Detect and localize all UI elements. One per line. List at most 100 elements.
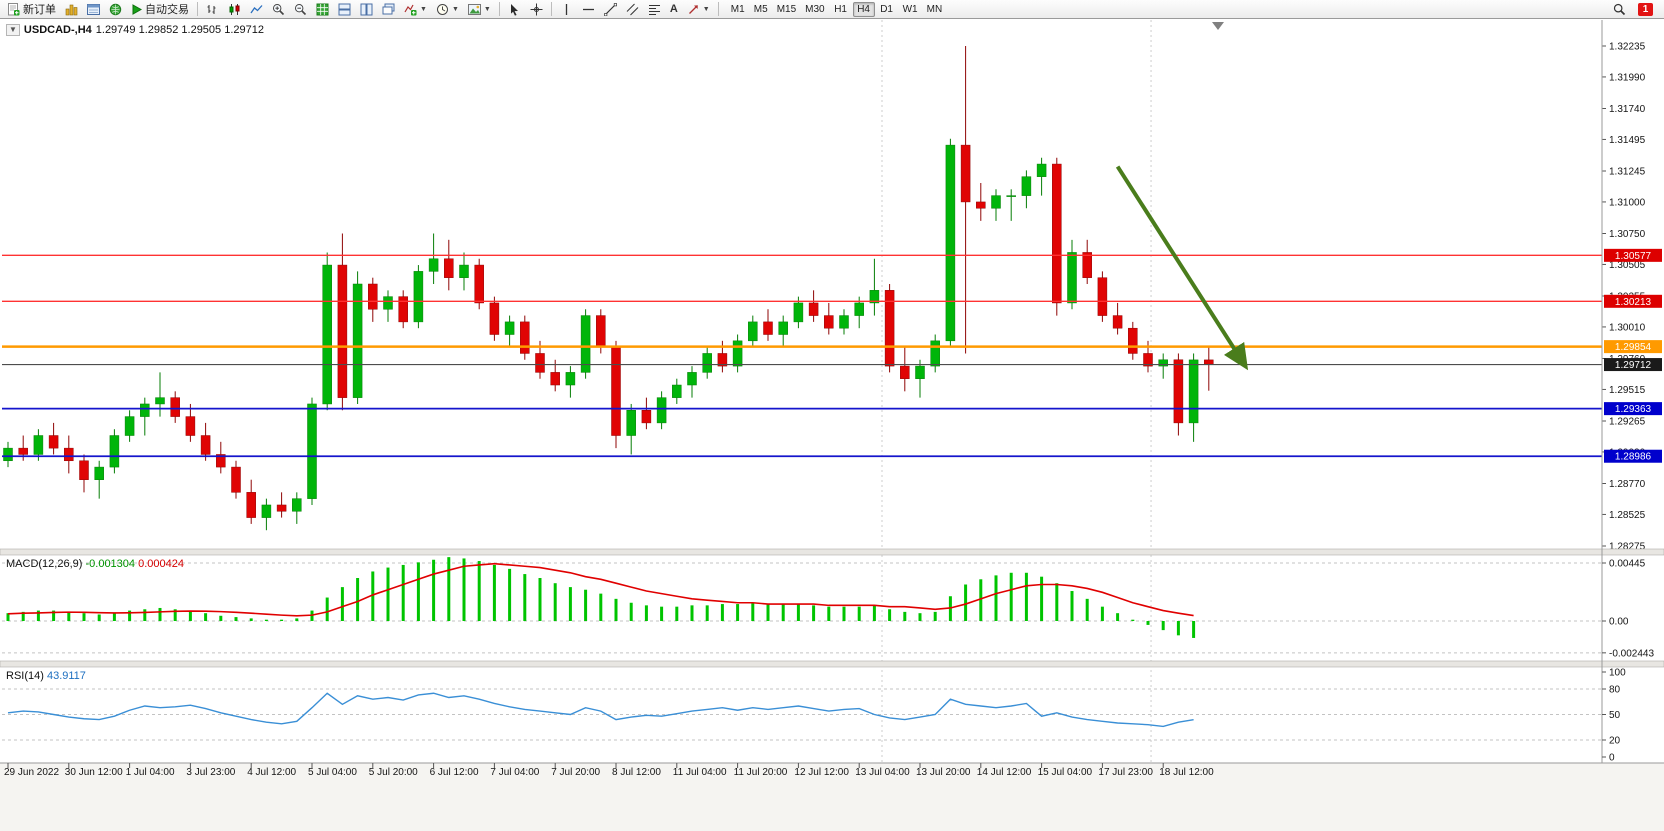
- candle-body[interactable]: [960, 144, 971, 203]
- trendline-button[interactable]: [600, 1, 621, 18]
- candle-body[interactable]: [109, 435, 120, 468]
- candle-body[interactable]: [18, 447, 28, 455]
- candle-body[interactable]: [140, 403, 150, 417]
- chart-canvas[interactable]: 1.32235 1.31990 1.31740 1.31495 1.31245 1.310…: [0, 19, 1664, 831]
- candle-body[interactable]: [550, 372, 560, 386]
- auto-trading-button[interactable]: 自动交易: [127, 1, 193, 18]
- candle-body[interactable]: [839, 315, 849, 329]
- candle-body[interactable]: [611, 346, 621, 436]
- candle-body[interactable]: [246, 492, 256, 518]
- tile-vertical-button[interactable]: [356, 1, 377, 18]
- candle-body[interactable]: [504, 321, 515, 335]
- pane-separator[interactable]: [0, 548, 1664, 556]
- candle-body[interactable]: [276, 504, 287, 512]
- candle-body[interactable]: [732, 340, 743, 367]
- candle-body[interactable]: [596, 315, 606, 348]
- candlestick-chart-button[interactable]: [224, 1, 245, 18]
- candle-body[interactable]: [763, 321, 773, 335]
- candle-body[interactable]: [261, 504, 272, 518]
- candle-body[interactable]: [368, 283, 378, 310]
- candle-body[interactable]: [748, 321, 758, 342]
- candle-body[interactable]: [641, 410, 652, 424]
- candle-body[interactable]: [170, 397, 180, 417]
- candle-body[interactable]: [1173, 359, 1184, 424]
- candle-body[interactable]: [900, 365, 910, 379]
- candle-body[interactable]: [155, 397, 165, 405]
- fibonacci-button[interactable]: [644, 1, 665, 18]
- candle-body[interactable]: [1188, 359, 1199, 424]
- candle-body[interactable]: [915, 365, 925, 379]
- candle-body[interactable]: [185, 416, 196, 436]
- candle-body[interactable]: [672, 384, 682, 398]
- candle-body[interactable]: [1036, 163, 1047, 177]
- candle-body[interactable]: [1006, 195, 1016, 197]
- candle-body[interactable]: [520, 321, 530, 354]
- tf-h1-button[interactable]: H1: [830, 2, 852, 17]
- candle-body[interactable]: [1052, 163, 1062, 304]
- equidistant-channel-button[interactable]: [622, 1, 643, 18]
- candle-body[interactable]: [3, 447, 13, 462]
- candle-body[interactable]: [383, 296, 393, 310]
- candle-body[interactable]: [991, 195, 1001, 209]
- candle-body[interactable]: [94, 466, 104, 480]
- candle-body[interactable]: [292, 498, 302, 512]
- pane-separator[interactable]: [0, 660, 1664, 668]
- zoom-in-button[interactable]: [268, 1, 289, 18]
- text-label-button[interactable]: A: [666, 1, 682, 18]
- candle-body[interactable]: [808, 302, 819, 316]
- horizontal-line-button[interactable]: [578, 1, 599, 18]
- tf-h4-button[interactable]: H4: [852, 1, 875, 17]
- cascade-button[interactable]: [378, 1, 399, 18]
- candle-body[interactable]: [489, 302, 500, 335]
- candle-body[interactable]: [884, 290, 895, 367]
- candle-body[interactable]: [824, 315, 834, 329]
- tf-m1-button[interactable]: M1: [727, 2, 749, 17]
- grid-button[interactable]: [312, 1, 333, 18]
- candle-body[interactable]: [1204, 359, 1214, 365]
- candle-body[interactable]: [717, 353, 728, 367]
- candle-body[interactable]: [79, 460, 89, 480]
- candle-body[interactable]: [687, 372, 697, 386]
- candle-body[interactable]: [352, 283, 363, 398]
- tf-d1-button[interactable]: D1: [876, 2, 898, 17]
- candle-body[interactable]: [626, 410, 636, 436]
- candle-body[interactable]: [1143, 353, 1153, 367]
- crosshair-button[interactable]: [526, 1, 547, 18]
- zoom-out-button[interactable]: [290, 1, 311, 18]
- candle-body[interactable]: [64, 447, 74, 462]
- line-chart-button[interactable]: [246, 1, 267, 18]
- tf-m15-button[interactable]: M15: [773, 2, 800, 17]
- candle-body[interactable]: [413, 271, 424, 323]
- candle-body[interactable]: [945, 144, 956, 342]
- tf-mn-button[interactable]: MN: [923, 2, 947, 17]
- navigator-button[interactable]: [105, 1, 126, 18]
- candle-body[interactable]: [535, 353, 545, 373]
- candle-body[interactable]: [307, 403, 317, 499]
- market-watch-button[interactable]: [83, 1, 104, 18]
- candle-body[interactable]: [565, 372, 576, 386]
- chart-shift-marker[interactable]: [1212, 22, 1224, 30]
- candle-body[interactable]: [474, 264, 484, 304]
- candle-body[interactable]: [778, 321, 788, 335]
- one-click-trading-toggle[interactable]: ▼: [6, 24, 20, 36]
- candle-body[interactable]: [216, 454, 226, 468]
- candle-body[interactable]: [793, 302, 804, 323]
- cursor-button[interactable]: [504, 1, 525, 18]
- candle-body[interactable]: [854, 302, 864, 316]
- notification-badge[interactable]: 1: [1638, 2, 1653, 16]
- candle-body[interactable]: [33, 435, 44, 455]
- candle-body[interactable]: [231, 466, 241, 493]
- periods-button[interactable]: ▼: [432, 1, 463, 18]
- candle-body[interactable]: [322, 264, 332, 405]
- tile-windows-button[interactable]: [334, 1, 355, 18]
- candle-body[interactable]: [1112, 315, 1123, 329]
- candle-body[interactable]: [976, 201, 986, 209]
- vertical-line-button[interactable]: [556, 1, 577, 18]
- candle-body[interactable]: [930, 340, 940, 367]
- templates-button[interactable]: ▼: [464, 1, 495, 18]
- candle-body[interactable]: [702, 353, 712, 373]
- candle-body[interactable]: [1082, 252, 1092, 278]
- indicators-button[interactable]: ▼: [400, 1, 431, 18]
- trend-arrow-annotation[interactable]: [1115, 165, 1249, 371]
- candle-body[interactable]: [444, 258, 454, 278]
